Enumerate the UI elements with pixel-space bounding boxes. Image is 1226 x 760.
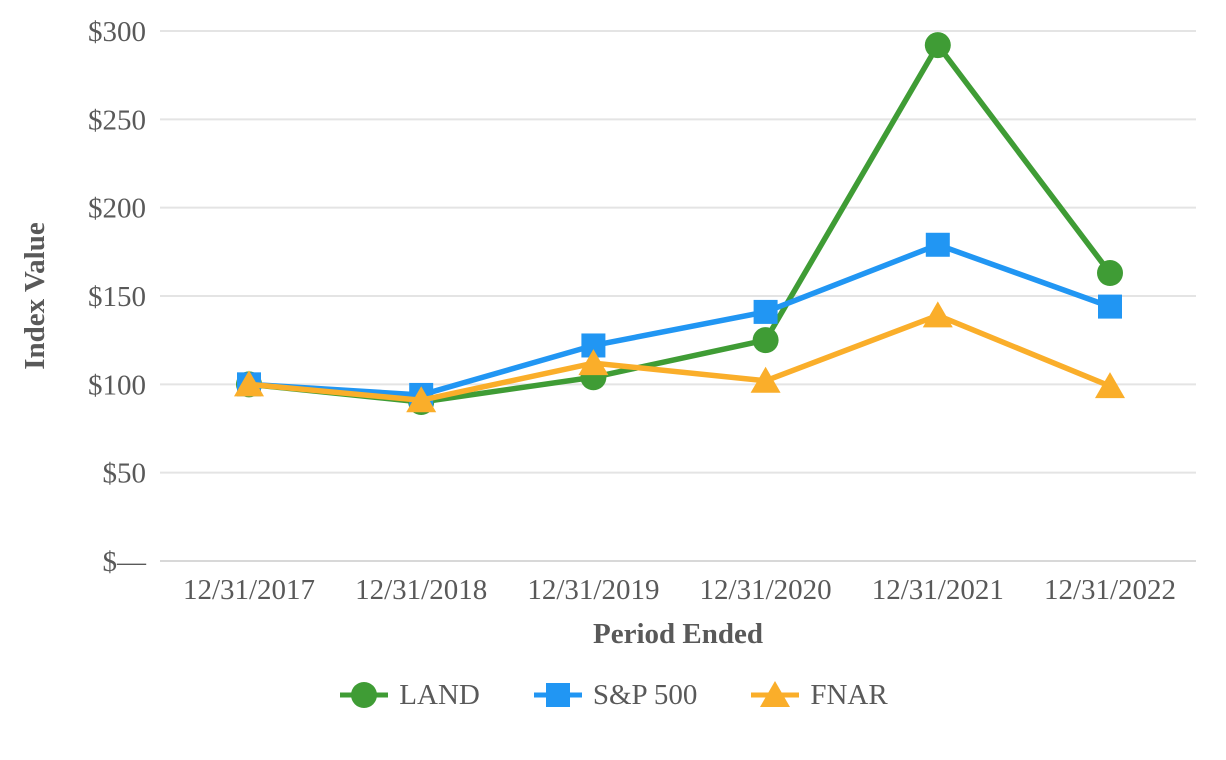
y-axis-title: Index Value — [19, 222, 51, 370]
series-line — [246, 42, 1113, 405]
y-tick-label: $— — [103, 546, 148, 578]
data-point-marker — [1095, 372, 1125, 399]
series-line — [246, 242, 1113, 398]
x-tick-label: 12/31/2020 — [700, 574, 832, 606]
legend-marker — [545, 683, 570, 707]
y-tick-label: $150 — [88, 281, 146, 313]
data-point-marker — [1098, 294, 1122, 319]
series-fnar — [234, 301, 1125, 413]
data-point-marker — [753, 299, 778, 324]
legend-label: LAND — [399, 678, 480, 711]
y-tick-label: $100 — [88, 369, 146, 401]
data-point-marker — [750, 366, 781, 393]
data-point-marker — [406, 386, 437, 413]
chart-legend: LAND S&P 500 FNAR — [0, 678, 1226, 712]
legend-marker — [760, 681, 791, 707]
y-tick-label: $250 — [88, 104, 146, 136]
x-tick-label: 12/31/2018 — [355, 574, 487, 606]
triangle-marker-icon — [751, 681, 800, 707]
y-tick-label: $200 — [88, 193, 146, 225]
data-point-marker — [1097, 260, 1123, 287]
x-tick-label: 12/31/2021 — [872, 574, 1004, 606]
data-point-marker — [752, 327, 779, 354]
series-land — [236, 32, 1123, 415]
legend-marker — [351, 682, 378, 708]
x-axis-title: Period Ended — [593, 618, 763, 650]
series-line — [246, 312, 1113, 403]
legend-item-fnar: FNAR — [749, 678, 888, 712]
data-point-marker — [924, 32, 951, 59]
data-point-marker — [578, 349, 609, 376]
y-tick-label: $50 — [103, 458, 147, 490]
y-tick-label: $300 — [88, 16, 146, 48]
data-point-marker — [925, 232, 950, 257]
legend-label: S&P 500 — [592, 678, 698, 711]
data-point-marker — [234, 370, 264, 397]
x-tick-label: 12/31/2022 — [1044, 574, 1176, 606]
data-point-marker — [922, 301, 953, 328]
legend-item-s-p-500: S&P 500 — [532, 678, 698, 712]
series-s-p-500 — [237, 232, 1122, 407]
legend-label: FNAR — [810, 678, 888, 711]
legend-item-land: LAND — [338, 678, 480, 712]
circle-marker-icon — [340, 682, 389, 708]
square-marker-icon — [533, 683, 582, 707]
x-tick-label: 12/31/2019 — [527, 574, 659, 606]
x-tick-label: 12/31/2017 — [183, 574, 315, 606]
